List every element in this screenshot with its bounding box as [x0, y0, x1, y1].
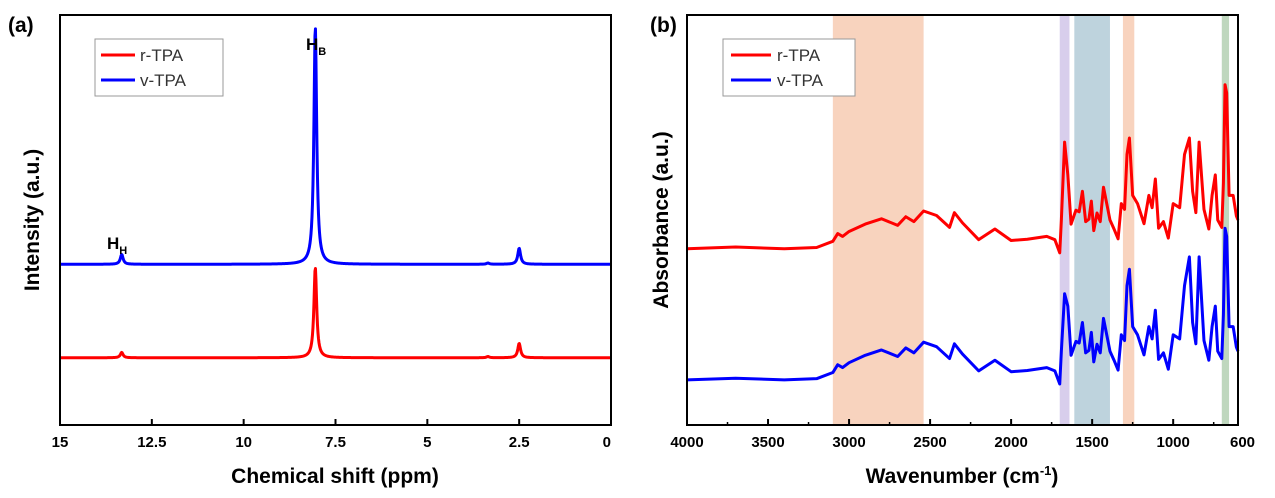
panel-b-y-axis-title: Absorbance (a.u.)	[650, 131, 673, 308]
panel-b-plot-frame	[686, 14, 1239, 426]
peak-annotation-hb-sub: B	[318, 46, 326, 58]
panel-a-legend-label-v-tpa: v-TPA	[140, 71, 187, 90]
panel-b-legend: r-TPA v-TPA	[722, 38, 856, 97]
panel-a-legend-label-r-tpa: r-TPA	[140, 46, 184, 65]
panel-b-x-tick-label: 2500	[913, 434, 946, 451]
panel-b-x-tick-label: 1500	[1075, 434, 1108, 451]
series-line-r-tpa	[686, 83, 1240, 255]
panel-b-label: (b)	[650, 14, 677, 37]
series-line-v-tpa	[59, 27, 612, 266]
peak-annotation-hb-main: H	[306, 35, 318, 54]
panel-a-x-tick-label: 7.5	[325, 434, 346, 451]
panel-a-nmr-chart: 15 12.5 10 7.5 5 2.5 0 (a) Chemical shift (ppm…	[8, 14, 612, 488]
panel-a-x-tick-label: 0	[603, 434, 611, 451]
panel-b-legend-box	[722, 38, 856, 97]
series-line-v-tpa	[686, 226, 1240, 386]
panel-b-x-axis-title: Wavenumber (cm-1)	[866, 463, 1059, 488]
panel-b-x-axis-title-main: Wavenumber (cm	[866, 465, 1040, 488]
panel-a-legend: r-TPA v-TPA	[94, 38, 224, 97]
panel-b-x-tick-label: 4000	[670, 434, 703, 451]
panel-b-x-tick-label: 600	[1230, 434, 1255, 451]
peak-annotation-hh-sub: H	[119, 245, 127, 257]
peak-annotation-hh-main: H	[107, 234, 119, 253]
panel-b-x-axis-title-sup: -1	[1040, 463, 1052, 478]
highlight-band-1310-1240	[1122, 15, 1135, 425]
series-line-r-tpa	[59, 266, 612, 360]
panel-a-label: (a)	[8, 14, 34, 37]
peak-annotation-hb: HB	[306, 35, 326, 58]
panel-a-x-tick-label: 10	[235, 434, 252, 451]
panel-a-x-axis-title: Chemical shift (ppm)	[231, 465, 439, 488]
panel-a-x-ticks: 15 12.5 10 7.5 5 2.5 0	[52, 419, 612, 451]
panel-a-x-tick-label: 12.5	[137, 434, 166, 451]
panel-a-x-tick-label: 2.5	[509, 434, 530, 451]
panel-b-legend-label-v-tpa: v-TPA	[777, 71, 824, 90]
panel-b-series-layer	[686, 83, 1240, 386]
panel-b-x-tick-label: 2000	[994, 434, 1027, 451]
panel-b-x-tick-label: 1000	[1156, 434, 1189, 451]
panel-b-x-tick-label: 3000	[832, 434, 865, 451]
panel-a-legend-box	[94, 38, 224, 97]
panel-b-x-axis-title-end: )	[1051, 465, 1058, 488]
panel-b-x-tick-label: 3500	[751, 434, 784, 451]
panel-b-x-ticks: 4000 3500 3000 2500 2000 1500 1000 600	[670, 419, 1255, 451]
panel-b-ir-chart: 4000 3500 3000 2500 2000 1500 1000 600 (b) Wave…	[650, 14, 1255, 488]
panel-a-y-axis-title: Intensity (a.u.)	[21, 149, 44, 291]
peak-annotation-hh: HH	[107, 234, 127, 257]
highlight-band-700-655	[1221, 15, 1230, 425]
panel-a-x-tick-label: 5	[423, 434, 431, 451]
panel-a-series-layer	[59, 27, 612, 360]
panel-a-x-tick-label: 15	[52, 434, 69, 451]
panel-b-legend-label-r-tpa: r-TPA	[777, 46, 821, 65]
highlight-band-1700-1640	[1059, 15, 1070, 425]
